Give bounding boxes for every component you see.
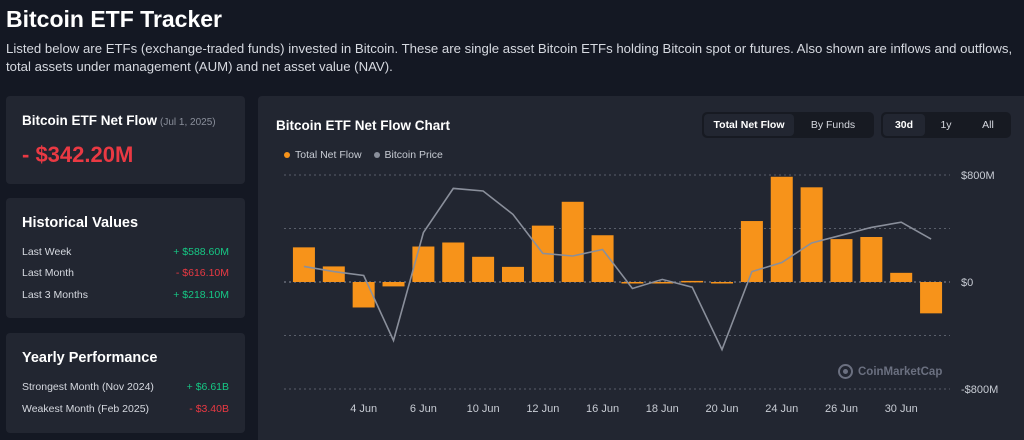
legend-dot-icon xyxy=(373,152,380,158)
row-value: - $616.10M xyxy=(175,267,229,279)
yearly-performance-card: Yearly Performance Strongest Month (Nov … xyxy=(6,333,245,433)
watermark-text: CoinMarketCap xyxy=(858,365,943,378)
legend-item-net-flow[interactable]: Total Net Flow xyxy=(284,149,362,161)
historical-values-card: Historical Values Last Week + $588.60M L… xyxy=(6,198,245,318)
historical-row-last-3-months: Last 3 Months + $218.10M xyxy=(22,289,229,303)
net-flow-title-label: Bitcoin ETF Net Flow xyxy=(22,113,157,128)
view-toggle: Total Net Flow By Funds xyxy=(702,112,874,138)
flow-bar[interactable] xyxy=(412,246,435,282)
x-tick-label: 24 Jun xyxy=(765,403,798,415)
net-flow-card: Bitcoin ETF Net Flow (Jul 1, 2025) - $342… xyxy=(6,96,245,184)
yearly-performance-title: Yearly Performance xyxy=(22,350,158,366)
bitcoin-price-line xyxy=(303,187,932,352)
net-flow-date: (Jul 1, 2025) xyxy=(160,117,216,128)
x-tick-label: 10 Jun xyxy=(467,403,500,415)
row-label: Last 3 Months xyxy=(22,289,88,301)
flow-bar[interactable] xyxy=(830,239,853,282)
chart-legend: Total Net Flow Bitcoin Price xyxy=(284,149,455,161)
legend-item-bitcoin-price[interactable]: Bitcoin Price xyxy=(373,149,443,161)
flow-bar[interactable] xyxy=(800,187,823,282)
yearly-row-strongest: Strongest Month (Nov 2024) + $6.61B xyxy=(22,381,229,395)
y-tick-label: $0 xyxy=(961,277,973,289)
tab-30d[interactable]: 30d xyxy=(883,114,925,136)
flow-bar[interactable] xyxy=(591,235,614,282)
flow-bar[interactable] xyxy=(621,282,644,284)
coinmarketcap-logo-icon xyxy=(838,364,853,379)
page-description: Listed below are ETFs (exchange-traded f… xyxy=(6,41,1013,74)
legend-label: Total Net Flow xyxy=(295,149,362,161)
row-value: + $588.60M xyxy=(173,246,229,258)
x-tick-label: 26 Jun xyxy=(825,403,858,415)
net-flow-value: - $342.20M xyxy=(22,142,134,167)
flow-bar[interactable] xyxy=(920,282,943,314)
row-value: + $6.61B xyxy=(186,381,229,393)
range-toggle: 30d 1y All xyxy=(881,112,1011,138)
flow-bar[interactable] xyxy=(501,266,524,282)
x-tick-label: 4 Jun xyxy=(350,403,377,415)
flow-bar[interactable] xyxy=(472,256,495,282)
flow-bar[interactable] xyxy=(322,266,345,282)
flow-bar[interactable] xyxy=(651,282,674,284)
historical-row-last-month: Last Month - $616.10M xyxy=(22,267,229,281)
chart-title: Bitcoin ETF Net Flow Chart xyxy=(276,118,450,133)
flow-bar[interactable] xyxy=(561,201,584,282)
tab-all[interactable]: All xyxy=(982,119,994,131)
flow-bar[interactable] xyxy=(711,282,734,284)
row-value: - $3.40B xyxy=(189,403,229,415)
historical-values-title: Historical Values xyxy=(22,215,139,231)
x-tick-label: 20 Jun xyxy=(706,403,739,415)
historical-row-last-week: Last Week + $588.60M xyxy=(22,246,229,260)
x-tick-label: 18 Jun xyxy=(646,403,679,415)
net-flow-chart: $800M $0 -$800M 4 Jun 6 Jun 10 Jun 12 Jun 16 Ju… xyxy=(284,170,998,415)
row-value: + $218.10M xyxy=(173,289,229,301)
x-tick-label: 30 Jun xyxy=(885,403,918,415)
flow-bar[interactable] xyxy=(292,247,315,282)
row-label: Strongest Month (Nov 2024) xyxy=(22,381,154,393)
y-tick-label: $800M xyxy=(961,170,995,182)
flow-bar[interactable] xyxy=(770,176,793,282)
net-flow-chart-panel: Bitcoin ETF Net Flow Chart Total Net Flo… xyxy=(258,96,1024,440)
row-label: Last Month xyxy=(22,267,74,279)
legend-dot-icon xyxy=(284,152,290,158)
tab-by-funds[interactable]: By Funds xyxy=(810,119,856,131)
tab-total-net-flow[interactable]: Total Net Flow xyxy=(704,114,794,136)
flow-bar[interactable] xyxy=(860,236,883,282)
flow-bar[interactable] xyxy=(352,282,375,308)
x-tick-label: 6 Jun xyxy=(410,403,437,415)
row-label: Last Week xyxy=(22,246,72,258)
net-flow-title: Bitcoin ETF Net Flow (Jul 1, 2025) xyxy=(22,113,216,128)
coinmarketcap-watermark: CoinMarketCap xyxy=(838,364,942,379)
flow-bar[interactable] xyxy=(442,242,465,282)
flow-bar[interactable] xyxy=(740,221,763,282)
x-tick-label: 16 Jun xyxy=(586,403,619,415)
flow-bar[interactable] xyxy=(890,272,913,282)
y-tick-label: -$800M xyxy=(961,384,998,396)
x-tick-label: 12 Jun xyxy=(526,403,559,415)
legend-label: Bitcoin Price xyxy=(384,149,443,161)
row-label: Weakest Month (Feb 2025) xyxy=(22,403,150,415)
yearly-row-weakest: Weakest Month (Feb 2025) - $3.40B xyxy=(22,403,229,417)
tab-1y[interactable]: 1y xyxy=(940,119,952,131)
page-title: Bitcoin ETF Tracker xyxy=(6,6,223,32)
flow-bar[interactable] xyxy=(681,280,704,283)
flow-bar[interactable] xyxy=(382,282,405,287)
